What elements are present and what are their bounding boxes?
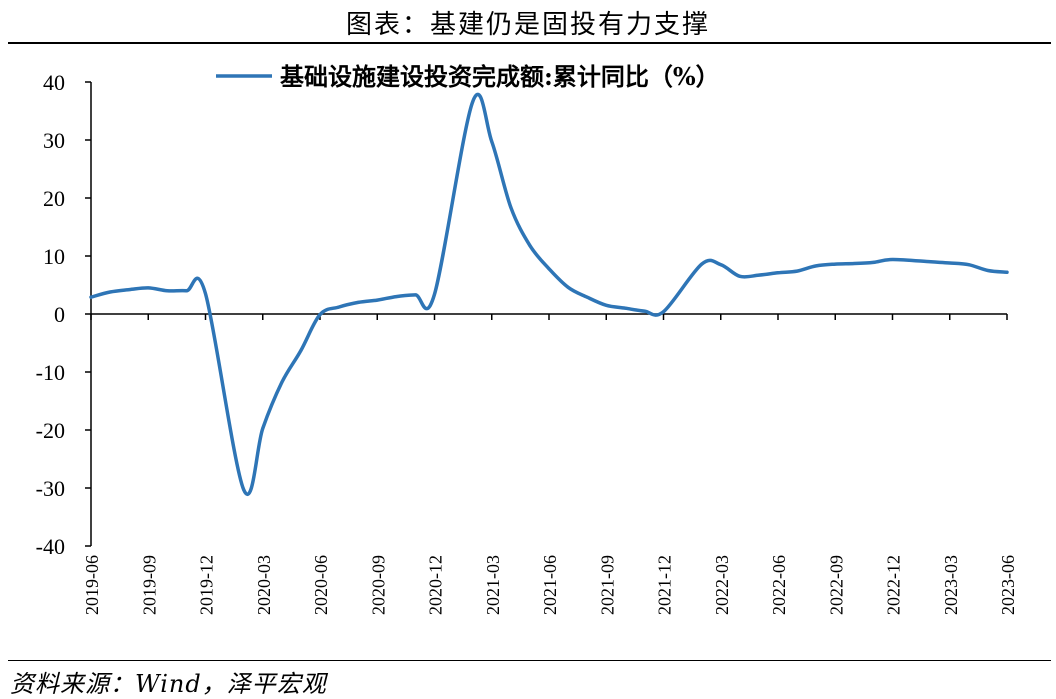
data-point xyxy=(413,293,417,297)
data-point xyxy=(1005,270,1009,274)
data-point xyxy=(757,273,761,277)
data-point xyxy=(318,313,322,317)
x-tick-label: 2021-09 xyxy=(597,555,617,615)
data-point xyxy=(719,263,723,267)
data-point xyxy=(375,298,379,302)
y-tick-label: 10 xyxy=(43,244,65,269)
bottom-rule xyxy=(8,660,1051,661)
data-point xyxy=(929,260,933,264)
data-point xyxy=(738,274,742,278)
x-tick-label: 2022-12 xyxy=(884,555,904,615)
data-point xyxy=(814,264,818,268)
x-tick-label: 2019-09 xyxy=(139,555,159,615)
data-point xyxy=(337,305,341,309)
data-point xyxy=(394,295,398,299)
data-point xyxy=(299,349,303,352)
chart-title: 图表：基建仍是固投有力支撑 xyxy=(345,10,710,40)
data-point xyxy=(662,310,665,314)
x-tick-label: 2021-03 xyxy=(483,555,503,615)
data-point xyxy=(833,262,837,266)
y-tick-label: -30 xyxy=(36,476,65,501)
data-point xyxy=(127,288,131,292)
data-point xyxy=(280,380,284,384)
y-tick-label: 0 xyxy=(54,302,65,327)
data-point xyxy=(852,262,856,265)
y-tick-label: -20 xyxy=(36,418,65,443)
source-note: 资料来源：Wind，泽平宏观 xyxy=(10,670,327,698)
y-tick-label: -40 xyxy=(36,534,65,559)
data-point xyxy=(509,205,513,209)
data-point xyxy=(242,488,246,492)
data-point xyxy=(604,303,608,307)
series-line xyxy=(89,92,1009,496)
data-point xyxy=(165,289,169,293)
data-point xyxy=(204,292,207,296)
data-point xyxy=(986,269,990,272)
data-point xyxy=(547,267,551,271)
data-point xyxy=(948,261,952,265)
y-tick-label: -10 xyxy=(36,360,65,385)
data-point xyxy=(642,309,646,313)
data-point xyxy=(795,269,799,273)
legend-label: 基础设施建设投资完成额:累计同比（%） xyxy=(280,62,720,91)
x-tick-label: 2021-06 xyxy=(540,555,560,615)
x-tick-label: 2022-03 xyxy=(712,555,732,615)
x-tick-label: 2023-03 xyxy=(941,555,961,615)
data-point xyxy=(776,271,780,275)
data-point xyxy=(490,140,494,144)
data-point xyxy=(108,290,112,294)
data-point xyxy=(891,258,894,261)
x-tick-label: 2019-06 xyxy=(82,555,102,615)
data-point xyxy=(528,244,532,248)
data-point xyxy=(89,295,93,299)
y-tick-label: 40 xyxy=(43,70,65,95)
data-point xyxy=(700,262,704,266)
x-tick-label: 2020-03 xyxy=(254,555,274,615)
y-tick-label: 20 xyxy=(43,186,65,211)
data-point xyxy=(585,295,589,299)
data-point xyxy=(623,306,627,310)
data-point xyxy=(967,263,971,267)
x-tick-label: 2020-12 xyxy=(426,555,446,615)
data-point xyxy=(566,285,570,289)
data-point xyxy=(261,426,265,430)
y-tick-label: 30 xyxy=(43,128,65,153)
data-point xyxy=(184,289,188,293)
data-point xyxy=(433,292,436,296)
data-point xyxy=(871,260,875,264)
data-point xyxy=(146,286,150,290)
data-point xyxy=(356,300,360,304)
x-tick-label: 2022-09 xyxy=(826,555,846,615)
top-rule xyxy=(8,42,1051,44)
x-tick-label: 2020-09 xyxy=(368,555,388,615)
x-tick-label: 2019-12 xyxy=(197,555,217,615)
x-tick-label: 2021-12 xyxy=(655,555,675,615)
data-point xyxy=(471,100,475,104)
x-tick-label: 2020-06 xyxy=(311,555,331,615)
x-tick-label: 2023-06 xyxy=(998,555,1018,615)
x-tick-label: 2022-06 xyxy=(769,555,789,615)
